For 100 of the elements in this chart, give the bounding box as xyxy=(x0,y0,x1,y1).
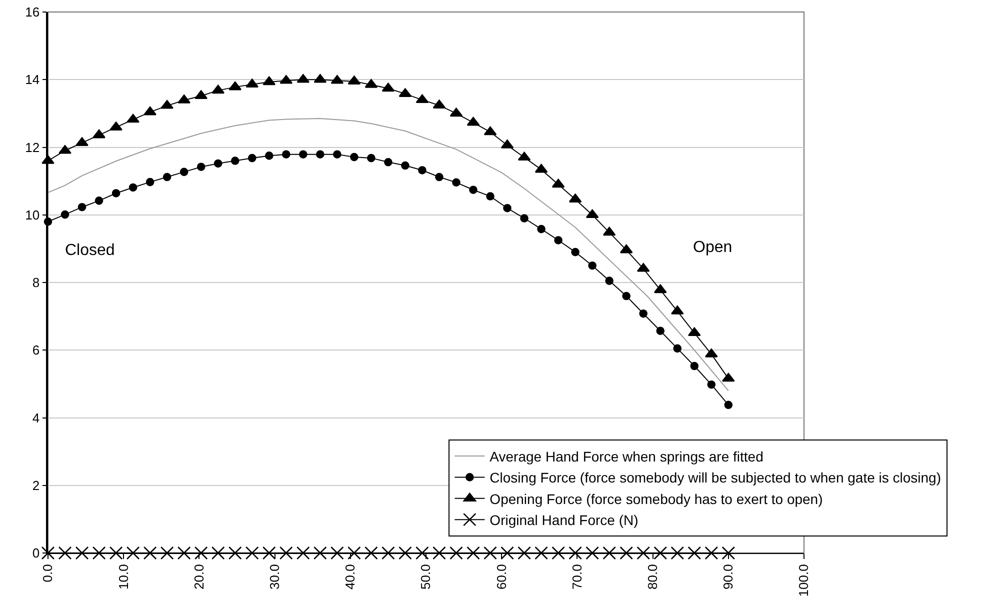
point xyxy=(350,152,358,162)
x-tick-label: 90.0 xyxy=(720,564,736,590)
point xyxy=(398,546,412,560)
point xyxy=(246,78,259,88)
point xyxy=(126,546,140,560)
point xyxy=(704,546,718,560)
point xyxy=(605,276,614,285)
point xyxy=(41,546,55,560)
point xyxy=(177,546,191,560)
point xyxy=(435,172,444,182)
point xyxy=(484,546,497,560)
point xyxy=(384,158,392,166)
point xyxy=(382,546,395,560)
point xyxy=(282,150,290,158)
point xyxy=(382,82,395,92)
point xyxy=(418,166,426,174)
point xyxy=(58,144,72,154)
point xyxy=(143,546,157,560)
point xyxy=(212,84,225,94)
point xyxy=(146,178,154,186)
x-tick-label: 20.0 xyxy=(191,564,206,590)
point xyxy=(690,362,699,370)
y-tick-label: 0 xyxy=(32,546,40,561)
point xyxy=(214,159,222,168)
point xyxy=(194,90,208,100)
point xyxy=(552,178,565,188)
point xyxy=(466,116,480,126)
point xyxy=(230,156,240,165)
point xyxy=(722,372,735,382)
point xyxy=(112,189,120,198)
x-tick-label: 30.0 xyxy=(267,564,282,590)
point xyxy=(486,192,494,200)
point xyxy=(484,126,497,136)
point xyxy=(314,74,327,83)
y-tick-label: 16 xyxy=(25,4,40,20)
point xyxy=(586,209,599,218)
point xyxy=(92,129,106,138)
point xyxy=(688,327,701,336)
point xyxy=(262,546,276,560)
point xyxy=(144,106,156,116)
point xyxy=(534,546,548,560)
point xyxy=(654,284,667,294)
point xyxy=(518,546,531,560)
point xyxy=(500,546,514,560)
y-tick-label: 10 xyxy=(25,207,40,222)
point xyxy=(620,546,633,560)
point xyxy=(262,76,276,86)
point xyxy=(314,546,327,560)
point xyxy=(162,172,172,182)
x-tick-label: 40.0 xyxy=(342,564,358,590)
point xyxy=(94,196,104,205)
point xyxy=(279,546,293,560)
x-tick-label: 60.0 xyxy=(494,564,509,590)
legend-label: Original Hand Force (N) xyxy=(490,512,638,528)
point xyxy=(656,326,665,335)
point xyxy=(466,546,480,560)
point xyxy=(196,162,206,172)
point xyxy=(520,214,528,222)
point xyxy=(503,204,512,212)
point xyxy=(78,202,86,212)
point xyxy=(330,74,344,84)
legend-label: Closing Force (force somebody will be subjected to when gate is closing) xyxy=(490,470,942,486)
point xyxy=(654,546,668,560)
point xyxy=(75,546,89,560)
point xyxy=(568,546,582,560)
point xyxy=(280,74,293,84)
point xyxy=(450,546,463,560)
point xyxy=(248,154,256,162)
point xyxy=(534,164,548,173)
point xyxy=(348,546,361,560)
point xyxy=(330,546,344,560)
point xyxy=(296,74,310,83)
point xyxy=(670,546,684,560)
point xyxy=(552,546,565,560)
x-tick-label: 100.0 xyxy=(796,564,812,597)
annotation: Open xyxy=(693,239,732,256)
point xyxy=(296,546,310,560)
point xyxy=(639,309,648,318)
x-tick-label: 70.0 xyxy=(569,564,584,590)
point xyxy=(622,292,630,300)
point xyxy=(180,168,188,176)
x-tick-label: 0.0 xyxy=(40,564,56,582)
point xyxy=(264,152,274,160)
legend-label: Opening Force (force somebody has to exert to open) xyxy=(490,490,823,507)
point xyxy=(211,546,225,560)
y-tick-label: 12 xyxy=(25,140,40,155)
x-tick-label: 80.0 xyxy=(645,564,660,590)
point xyxy=(245,546,259,560)
x-tick-label: 50.0 xyxy=(418,564,434,590)
point xyxy=(688,546,702,560)
legend-label: Average Hand Force when springs are fitted xyxy=(490,448,764,464)
point xyxy=(60,210,70,219)
point xyxy=(228,81,242,90)
point xyxy=(367,154,376,162)
x-tick-label: 10.0 xyxy=(116,564,131,590)
point xyxy=(602,546,616,560)
point xyxy=(299,150,308,158)
point xyxy=(673,344,682,353)
point xyxy=(126,114,140,123)
y-tick-label: 2 xyxy=(32,478,40,493)
